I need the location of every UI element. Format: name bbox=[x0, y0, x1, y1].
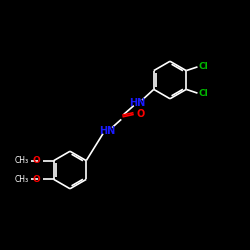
Text: Cl: Cl bbox=[199, 89, 208, 98]
Text: O: O bbox=[136, 110, 144, 120]
Text: HN: HN bbox=[130, 98, 146, 108]
Text: Cl: Cl bbox=[199, 62, 208, 72]
Text: O: O bbox=[32, 156, 40, 165]
Text: O: O bbox=[32, 175, 40, 184]
Text: HN: HN bbox=[100, 126, 116, 136]
Text: CH₃: CH₃ bbox=[15, 175, 29, 184]
Text: CH₃: CH₃ bbox=[15, 156, 29, 165]
